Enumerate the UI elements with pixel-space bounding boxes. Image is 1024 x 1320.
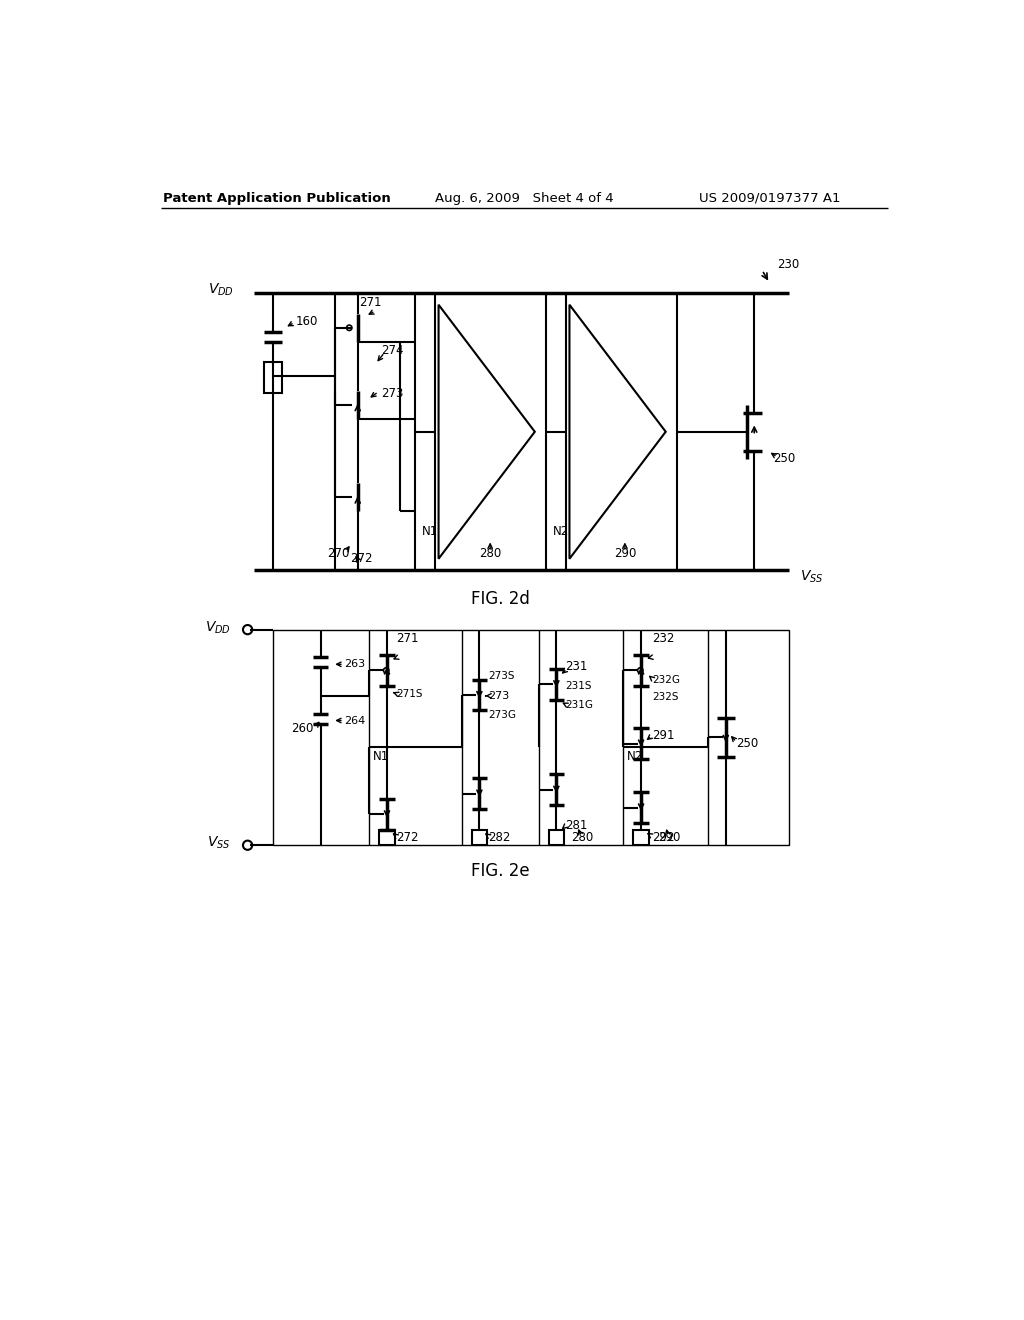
Text: 271: 271 <box>359 296 382 309</box>
Text: 230: 230 <box>777 259 800 271</box>
Text: 274: 274 <box>381 345 403 358</box>
Text: 291: 291 <box>652 730 675 742</box>
Text: FIG. 2e: FIG. 2e <box>471 862 529 879</box>
Text: 282: 282 <box>488 832 511 843</box>
Text: N1: N1 <box>422 525 438 539</box>
Bar <box>472 830 487 845</box>
Text: $V_{SS}$: $V_{SS}$ <box>801 569 824 585</box>
Text: $V_{DD}$: $V_{DD}$ <box>205 619 230 635</box>
Text: Patent Application Publication: Patent Application Publication <box>163 191 391 205</box>
Text: 271S: 271S <box>396 689 423 698</box>
Text: 264: 264 <box>345 715 366 726</box>
Text: 232: 232 <box>652 632 674 645</box>
Text: N2: N2 <box>628 750 643 763</box>
Text: $V_{DD}$: $V_{DD}$ <box>209 281 234 297</box>
Text: US 2009/0197377 A1: US 2009/0197377 A1 <box>699 191 841 205</box>
Text: N2: N2 <box>553 525 568 539</box>
Text: 232S: 232S <box>652 693 678 702</box>
Text: 280: 280 <box>571 832 594 843</box>
Bar <box>549 830 564 845</box>
Text: 273G: 273G <box>488 710 517 721</box>
Text: 273: 273 <box>488 690 510 701</box>
Text: 272: 272 <box>396 832 419 843</box>
Text: 231: 231 <box>565 660 588 673</box>
Text: N1: N1 <box>373 750 389 763</box>
Text: 290: 290 <box>613 546 636 560</box>
Text: 260: 260 <box>292 722 313 735</box>
Text: 232G: 232G <box>652 676 680 685</box>
Text: 292: 292 <box>652 832 675 843</box>
Text: 231G: 231G <box>565 700 594 710</box>
Text: 250: 250 <box>736 737 759 750</box>
Text: 263: 263 <box>345 659 366 669</box>
Bar <box>379 830 394 845</box>
Bar <box>273 630 788 845</box>
Text: 273: 273 <box>381 387 403 400</box>
Text: 160: 160 <box>296 315 318 329</box>
Text: 281: 281 <box>565 820 588 833</box>
Text: 271: 271 <box>396 632 419 645</box>
Text: 280: 280 <box>479 546 502 560</box>
Bar <box>264 363 283 393</box>
Text: FIG. 2d: FIG. 2d <box>471 590 529 607</box>
Text: Aug. 6, 2009   Sheet 4 of 4: Aug. 6, 2009 Sheet 4 of 4 <box>435 191 614 205</box>
Text: 273S: 273S <box>488 671 515 681</box>
Text: $V_{SS}$: $V_{SS}$ <box>207 834 230 851</box>
Text: 272: 272 <box>350 552 373 565</box>
Text: 270: 270 <box>327 546 349 560</box>
Text: 231S: 231S <box>565 681 592 690</box>
Bar <box>634 830 649 845</box>
Text: 250: 250 <box>773 453 796 465</box>
Text: 290: 290 <box>658 832 681 843</box>
